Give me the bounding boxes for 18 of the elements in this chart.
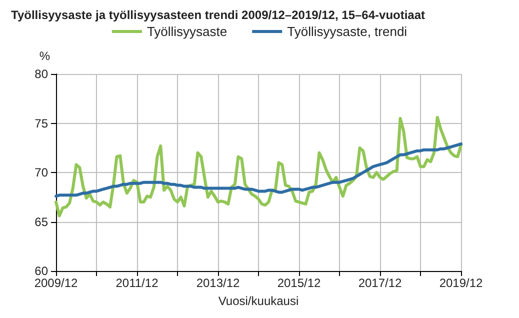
x-tick-label: 2019/12 xyxy=(439,276,484,290)
legend-label: Työllisyysaste xyxy=(146,24,228,39)
y-tick-label: 60 xyxy=(34,264,48,278)
legend-label: Työllisyysaste, trendi xyxy=(287,24,408,39)
line-series xyxy=(54,116,462,218)
x-tick-label: 2013/12 xyxy=(196,276,240,290)
x-tick-label: 2015/12 xyxy=(277,276,322,290)
y-tick-label: 70 xyxy=(34,166,48,180)
line-series xyxy=(54,142,462,198)
x-tick-label: 2011/12 xyxy=(116,276,159,290)
x-tick-label: 2009/12 xyxy=(34,276,78,290)
y-axis-title: % xyxy=(39,49,50,63)
x-axis-title: Vuosi/kuukausi xyxy=(218,294,299,308)
chart-title: Työllisyysaste ja työllisyysasteen trendi 2009/12–2019/12, 15–64-vuotiaat xyxy=(11,8,426,22)
x-tick-label: 2017/12 xyxy=(358,276,402,290)
y-tick-label: 80 xyxy=(34,67,48,81)
y-tick-label: 75 xyxy=(34,116,48,130)
y-tick-label: 65 xyxy=(34,214,48,229)
